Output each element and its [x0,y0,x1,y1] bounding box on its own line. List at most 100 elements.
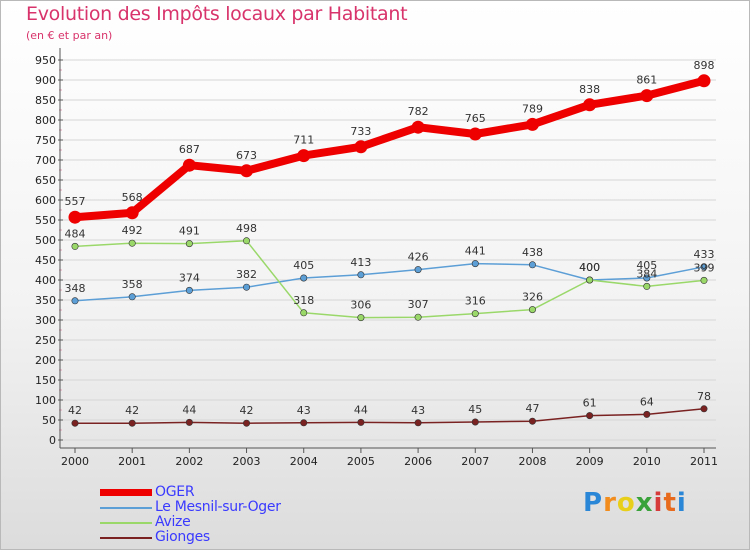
data-label: 42 [125,404,139,417]
data-label: 78 [697,390,711,403]
data-label: 61 [583,397,597,410]
legend-label: Gionges [155,529,210,545]
legend-item: Avize [100,514,400,530]
data-label: 399 [694,261,715,274]
data-point [354,140,368,154]
series-lines [71,76,708,424]
data-point [185,286,193,294]
data-label: 42 [68,404,82,417]
data-point [414,313,422,321]
data-label: 382 [236,268,257,281]
data-label: 358 [122,278,143,291]
data-label: 838 [579,83,600,96]
data-point [414,419,422,427]
legend-swatch [100,537,152,539]
data-label: 348 [65,282,86,295]
data-point [185,418,193,426]
data-point [300,309,308,317]
y-tick-label: 350 [35,294,56,307]
data-label: 45 [468,403,482,416]
x-tick-label: 2003 [233,455,261,468]
data-point [240,164,254,178]
data-label: 568 [122,191,143,204]
legend-swatch [100,507,152,509]
x-tick-label: 2006 [404,455,432,468]
data-point [182,158,196,172]
y-tick-label: 800 [35,114,56,127]
data-label: 498 [236,222,257,235]
x-tick-label: 2010 [633,455,661,468]
proxiti-logo: Proxiti [583,488,687,518]
y-tick-label: 450 [35,254,56,267]
chart-subtitle: (en € et par an) [26,29,113,42]
y-tick-label: 150 [35,374,56,387]
data-point [300,274,308,282]
x-tick-label: 2005 [347,455,375,468]
x-axis-ticks: 2000 2001 2002 2003 2004 2005 2006 2007 2008 2009… [61,448,718,468]
y-tick-label: 900 [35,74,56,87]
data-label: 47 [525,402,539,415]
data-label: 44 [354,403,368,416]
logo-letter: t [663,488,677,518]
data-label: 384 [636,267,657,280]
y-tick-label: 250 [35,334,56,347]
data-label: 711 [293,134,314,147]
data-point [471,260,479,268]
data-point [583,98,597,112]
y-tick-label: 650 [35,174,56,187]
series-line-le-mesnil-sur-oger [74,262,705,302]
data-point [643,274,651,282]
data-point [128,419,136,427]
data-point [528,417,536,425]
series-points [68,74,711,427]
legend-label: Avize [155,514,191,530]
data-label: 318 [293,294,314,307]
data-label: 400 [579,261,600,274]
y-axis-ticks: 0 50 100 150 200 250 300 350 400 450 500 550 600 650 7… [35,54,63,447]
data-label: 733 [350,125,371,138]
data-label: 782 [408,105,429,118]
data-label: 64 [640,395,654,408]
data-label: 433 [694,248,715,261]
y-tick-label: 950 [35,54,56,67]
logo-letter: i [676,488,687,518]
y-tick-label: 500 [35,234,56,247]
data-point [414,266,422,274]
series-line-gionges [74,408,705,424]
axes [59,48,716,449]
data-point [643,410,651,418]
legend-item: OGER [100,484,400,500]
data-point [643,282,651,290]
logo-letter: i [653,488,664,518]
data-label: 484 [65,227,86,240]
data-label: 405 [293,259,314,272]
data-point [525,117,539,131]
data-point [471,418,479,426]
data-label: 400 [579,261,600,274]
legend-item: Gionges [100,529,400,545]
x-tick-label: 2001 [118,455,146,468]
data-label: 492 [122,224,143,237]
data-label: 789 [522,102,543,115]
logo-letter: r [603,488,617,518]
chart-title: Evolution des Impôts locaux par Habitant [26,3,408,25]
y-tick-label: 700 [35,154,56,167]
legend-item: Le Mesnil-sur-Oger [100,499,400,515]
data-point [68,210,82,224]
data-point [586,276,594,284]
data-point [586,412,594,420]
legend-label: Le Mesnil-sur-Oger [155,499,281,515]
legend-swatch [100,489,152,496]
x-tick-label: 2002 [175,455,203,468]
legend: OGER Le Mesnil-sur-Oger Avize Gionges [100,484,400,545]
y-tick-label: 200 [35,354,56,367]
data-point [71,419,79,427]
y-tick-label: 600 [35,194,56,207]
data-label: 44 [182,403,196,416]
y-tick-label: 300 [35,314,56,327]
data-label: 765 [465,112,486,125]
data-point [300,419,308,427]
data-label: 306 [350,299,371,312]
y-tick-label: 750 [35,134,56,147]
